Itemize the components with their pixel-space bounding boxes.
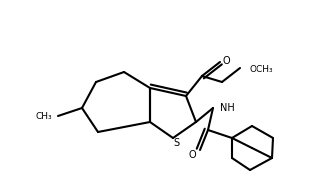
Text: S: S	[173, 138, 179, 148]
Text: OCH₃: OCH₃	[250, 65, 273, 73]
Text: NH: NH	[220, 103, 235, 113]
Text: CH₃: CH₃	[35, 111, 52, 120]
Text: O: O	[222, 56, 230, 66]
Text: O: O	[188, 150, 196, 160]
